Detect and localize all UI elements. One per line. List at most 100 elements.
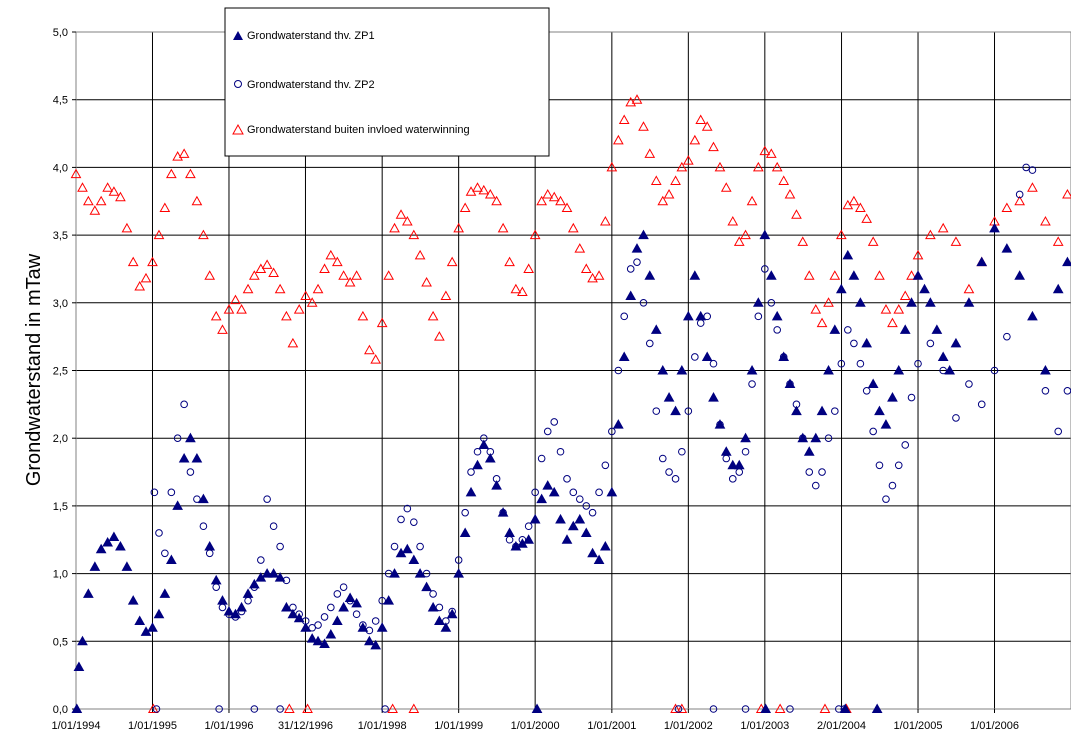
data-point [180,400,188,409]
data-point [77,182,88,192]
y-tick-label: 4,5 [53,95,68,107]
data-point [990,366,999,375]
data-point [383,595,395,605]
data-point [689,134,701,145]
data-point [320,613,329,621]
data-point [115,191,126,202]
data-point [339,583,348,591]
data-point [410,518,418,526]
data-point [244,596,252,605]
data-point [115,541,126,551]
data-point [901,441,910,449]
data-point [862,387,871,395]
data-point [931,324,943,334]
data-point [599,216,611,226]
data-point [848,270,860,280]
data-point [701,121,713,131]
data-point [599,541,611,551]
data-point [670,703,681,713]
y-tick-label: 2,5 [53,366,68,378]
data-point [708,392,719,402]
data-point [198,229,209,240]
data-point [810,432,822,443]
data-point [797,432,809,443]
x-tick-label: 1/01/2006 [970,720,1019,732]
data-point [389,222,400,233]
data-point [524,522,533,531]
data-point [728,475,737,483]
data-point [491,195,502,206]
data-point [236,304,247,314]
data-point [831,407,839,415]
data-point [1003,332,1011,341]
x-axis: 1/01/1994 1/01/1995 1/01/1996 31/12/1996 1/0… [52,709,1019,732]
data-point [887,392,898,402]
data-point [186,468,195,476]
data-point [855,202,866,213]
data-point [665,468,673,476]
data-point [907,393,916,402]
data-point [510,283,522,294]
data-point [127,256,139,267]
y-tick-label: 3,5 [53,230,68,242]
data-point [695,114,707,125]
data-point [567,520,579,531]
data-point [676,364,688,375]
data-point [760,703,772,713]
data-point [639,299,648,307]
data-point [593,270,605,280]
data-point [638,229,649,240]
data-point [746,195,758,206]
data-point [844,326,852,334]
data-point [671,475,680,483]
data-point [803,270,815,280]
data-point [797,236,809,246]
data-point [867,378,879,389]
data-point [720,446,732,456]
data-point [925,297,936,307]
data-point [874,270,885,280]
data-point [223,605,235,616]
data-point [606,486,618,497]
data-point [657,364,669,375]
data-point [773,326,781,334]
data-point [478,439,490,449]
data-point [242,588,254,598]
data-point [912,270,924,280]
data-point [89,561,101,571]
data-point [867,236,879,246]
data-point [370,354,382,364]
x-tick-label: 1/01/1994 [52,720,101,732]
data-point [638,121,649,131]
data-point [77,635,88,646]
data-point [561,202,573,213]
data-point [397,515,405,524]
data-point [193,495,201,503]
data-point [401,543,413,554]
data-point [505,535,514,544]
data-point [771,161,783,172]
data-point [829,324,841,334]
data-point [325,629,337,639]
data-point [1027,310,1038,321]
data-point [919,283,930,294]
data-point [816,317,828,328]
data-point [1027,182,1038,192]
data-point [178,452,190,463]
data-point [381,705,389,713]
data-point [746,364,758,375]
data-point [199,522,208,531]
y-tick-label: 0,5 [53,636,68,648]
data-point [950,337,962,348]
data-point [548,486,560,497]
data-point [620,312,629,321]
data-point [236,601,247,612]
data-point [536,493,548,504]
data-point [167,488,176,497]
data-point [819,703,831,713]
data-point [701,351,713,361]
data-point [1001,202,1013,213]
data-point [678,447,686,456]
data-point [593,554,605,565]
data-point [427,601,439,612]
